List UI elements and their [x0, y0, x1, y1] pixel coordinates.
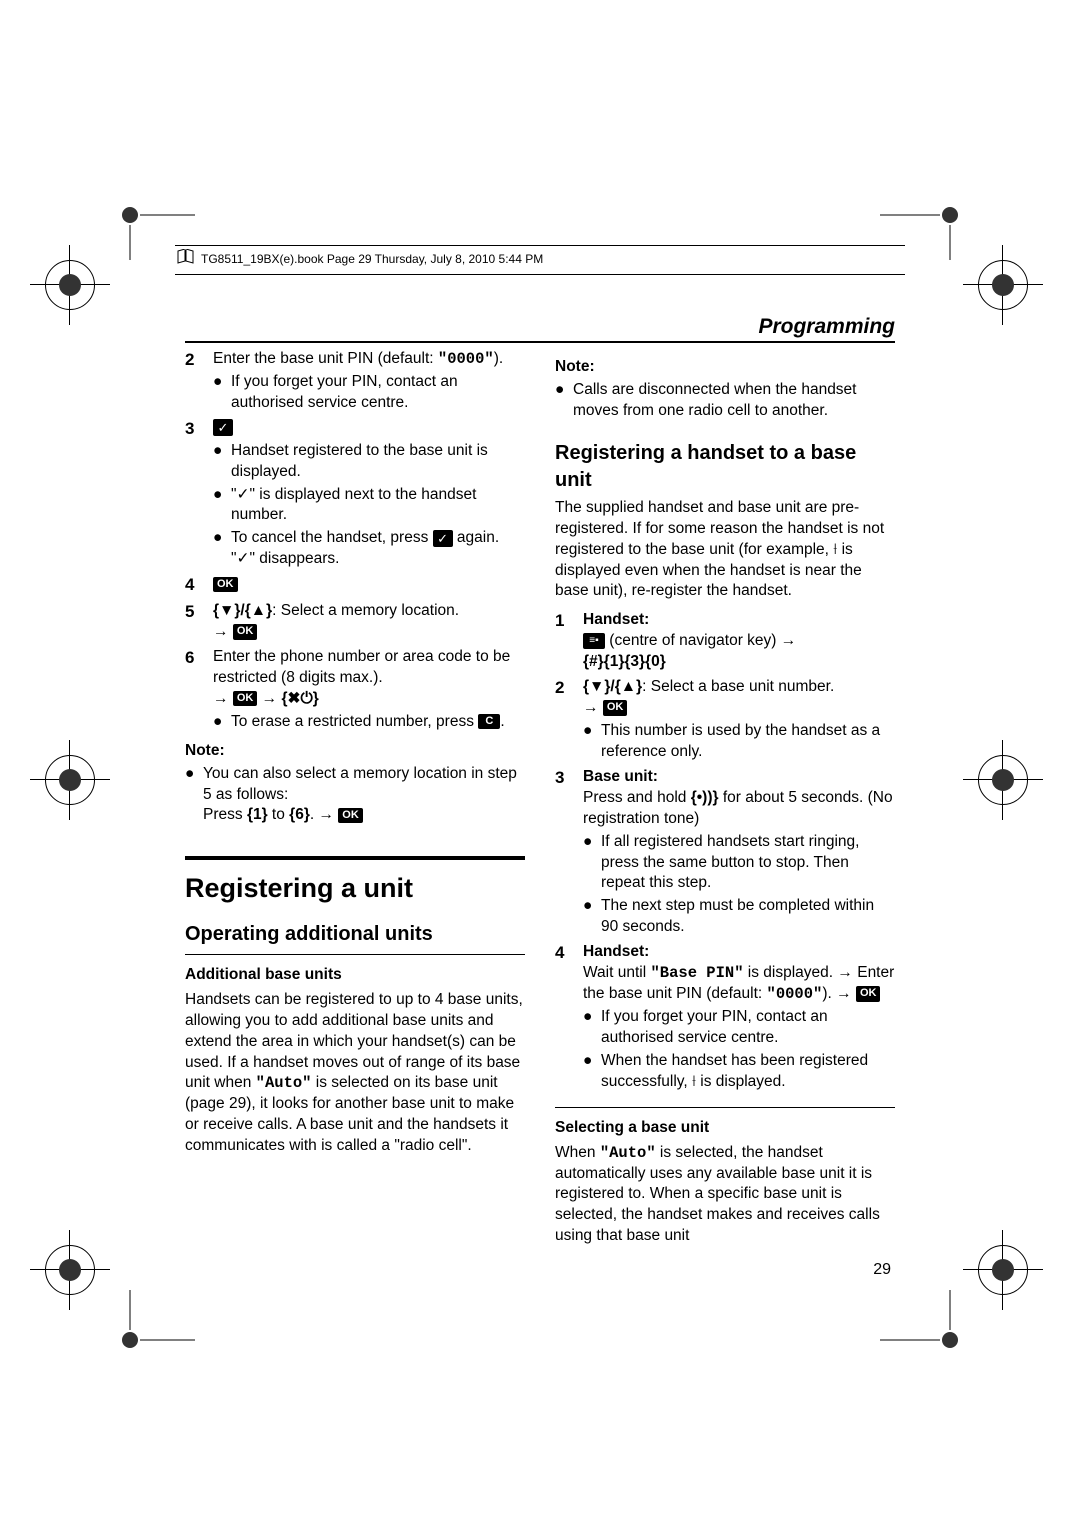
book-icon — [177, 249, 195, 270]
crop-target-bl — [45, 1245, 95, 1295]
step-number: 3 — [185, 418, 213, 570]
note-label: Note: — [555, 357, 895, 378]
right-column: Note: ●Calls are disconnected when the h… — [555, 349, 895, 1247]
subheading-operating: Operating additional units — [185, 921, 525, 948]
check-icon: ✓ — [433, 530, 453, 548]
page-frame: TG8511_19BX(e).book Page 29 Thursday, Ju… — [175, 245, 905, 1295]
page-number: 29 — [185, 1261, 895, 1279]
step-number: 3 — [555, 767, 583, 938]
note-label: Note: — [185, 741, 525, 762]
note-body: You can also select a memory location in… — [203, 764, 525, 827]
step-number: 4 — [185, 574, 213, 597]
step-5-body: {▼}/{▲}: Select a memory location. → OK — [213, 601, 525, 643]
corner-mark-br — [880, 1290, 960, 1355]
crop-target-ml — [45, 755, 95, 805]
para-selecting-base: When "Auto" is selected, the handset aut… — [555, 1143, 895, 1248]
step-3-body: ✓ ●Handset registered to the base unit i… — [213, 418, 525, 570]
step-6-body: Enter the phone number or area code to b… — [213, 647, 525, 733]
step-number: 4 — [555, 942, 583, 1092]
step-number: 6 — [185, 647, 213, 733]
left-column: 2 Enter the base unit PIN (default: "000… — [185, 349, 525, 1247]
r-step-1: Handset: ≡▪ (centre of navigator key) → … — [583, 610, 895, 673]
ok-icon: OK — [233, 624, 258, 639]
check-icon: ✓ — [213, 419, 233, 437]
para-register: The supplied handset and base unit are p… — [555, 498, 895, 603]
ok-icon: OK — [856, 986, 881, 1001]
ok-icon: OK — [233, 691, 258, 706]
c-icon: C — [478, 714, 500, 729]
step-number: 5 — [185, 601, 213, 643]
r-step-4: Handset: Wait until "Base PIN" is displa… — [583, 942, 895, 1092]
subheading-register-handset: Registering a handset to a base unit — [555, 440, 895, 494]
r-step-2: {▼}/{▲}: Select a base unit number. → OK… — [583, 677, 895, 763]
header-text: TG8511_19BX(e).book Page 29 Thursday, Ju… — [175, 249, 905, 274]
note-body: Calls are disconnected when the handset … — [573, 380, 895, 422]
step-2-body: Enter the base unit PIN (default: "0000"… — [213, 349, 525, 414]
step-number: 2 — [185, 349, 213, 414]
para-additional-base: Handsets can be registered to up to 4 ba… — [185, 990, 525, 1157]
label-selecting-base: Selecting a base unit — [555, 1118, 895, 1139]
label-additional-base: Additional base units — [185, 965, 525, 986]
heading-registering-unit: Registering a unit — [185, 870, 525, 906]
step-number: 1 — [555, 610, 583, 673]
corner-mark-bl — [120, 1290, 200, 1355]
crop-target-br — [978, 1245, 1028, 1295]
ok-icon: OK — [213, 577, 238, 592]
section-title: Programming — [185, 315, 895, 343]
crop-target-tl — [45, 260, 95, 310]
ok-icon: OK — [338, 808, 363, 823]
ok-icon: OK — [603, 700, 628, 715]
crop-target-tr — [978, 260, 1028, 310]
menu-icon: ≡▪ — [583, 633, 605, 649]
crop-target-mr — [978, 755, 1028, 805]
r-step-3: Base unit: Press and hold {•))} for abou… — [583, 767, 895, 938]
step-number: 2 — [555, 677, 583, 763]
